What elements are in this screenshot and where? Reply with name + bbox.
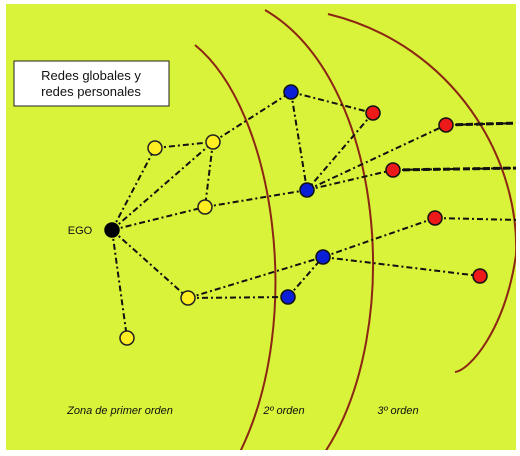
edge <box>306 169 394 191</box>
second-order-node <box>280 289 296 305</box>
zone-label-first: Zona de primer orden <box>66 405 173 417</box>
third-order-node <box>427 210 443 226</box>
first-order-node <box>119 330 135 346</box>
third-order-node <box>438 117 454 133</box>
edge <box>111 141 214 231</box>
zone-label-third: 3º orden <box>377 405 418 417</box>
edge <box>154 141 214 149</box>
edge <box>111 229 128 339</box>
third-order-node <box>472 268 488 284</box>
edge <box>322 217 436 258</box>
edge <box>204 141 214 208</box>
third-order-node <box>385 162 401 178</box>
edge <box>306 112 374 191</box>
title-line-2: redes personales <box>41 84 141 99</box>
third-order-boundary-arc <box>327 13 516 373</box>
second-order-nodes <box>280 84 331 305</box>
edge <box>287 256 324 298</box>
first-order-node <box>197 199 213 215</box>
second-order-node <box>299 182 315 198</box>
edge <box>111 147 156 231</box>
first-order-node <box>205 134 221 150</box>
edge <box>204 189 308 208</box>
edge <box>306 124 447 191</box>
edges <box>111 91 516 339</box>
edge <box>187 256 324 299</box>
second-order-node <box>315 249 331 265</box>
ego-label: EGO <box>68 225 93 237</box>
edge-offscreen <box>445 121 516 127</box>
edge <box>290 91 308 191</box>
edge <box>434 217 516 221</box>
second-order-boundary-arc <box>264 9 374 450</box>
ego-node <box>104 222 120 238</box>
title-line-1: Redes globales y <box>41 68 141 83</box>
edge-offscreen <box>392 166 516 172</box>
edge <box>212 91 292 143</box>
edge <box>187 296 289 299</box>
edge <box>111 229 189 299</box>
first-order-nodes <box>119 134 221 346</box>
zone-label-second: 2º orden <box>262 405 304 417</box>
first-order-boundary-arc <box>194 44 277 450</box>
third-order-nodes <box>365 105 488 284</box>
edge <box>290 91 374 114</box>
edge <box>111 206 206 231</box>
second-order-node <box>283 84 299 100</box>
third-order-node <box>365 105 381 121</box>
title-box <box>13 60 170 107</box>
edge <box>322 256 481 277</box>
first-order-node <box>180 290 196 306</box>
first-order-node <box>147 140 163 156</box>
